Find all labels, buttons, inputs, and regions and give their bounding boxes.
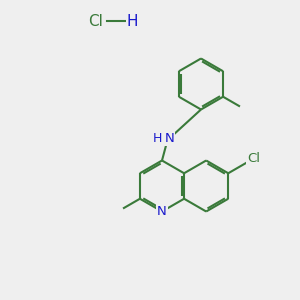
Text: N: N	[165, 132, 175, 145]
Text: H: H	[153, 132, 163, 145]
Text: H: H	[127, 14, 138, 28]
Text: Cl: Cl	[88, 14, 104, 28]
Text: Cl: Cl	[247, 152, 260, 165]
Text: N: N	[157, 205, 167, 218]
